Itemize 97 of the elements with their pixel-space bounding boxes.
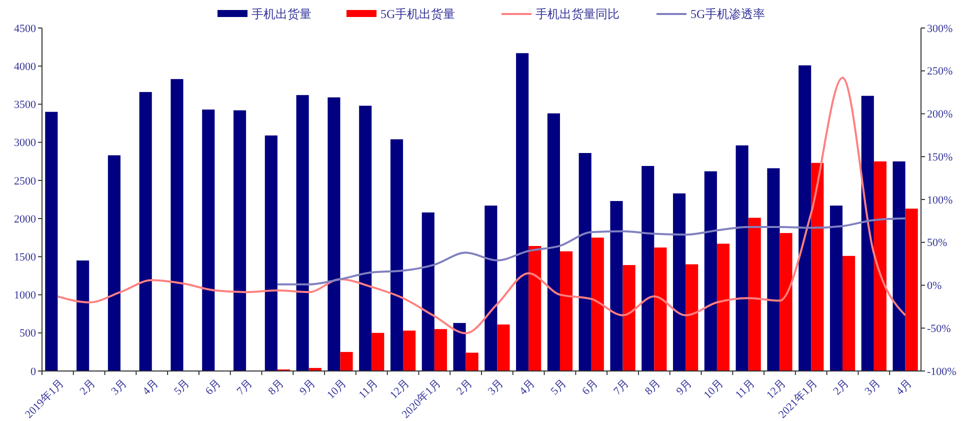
bar — [874, 161, 886, 371]
bar — [340, 352, 353, 371]
y-tick-label: 4500 — [14, 22, 36, 35]
legend-label: 手机出货量同比 — [536, 7, 620, 22]
bar — [892, 161, 906, 371]
bar — [372, 332, 384, 371]
line-series — [56, 76, 906, 334]
bar — [45, 112, 58, 371]
y-tick-label: 500 — [20, 328, 36, 340]
x-tick-label: 4月 — [894, 377, 914, 398]
legend-label: 5G手机出货量 — [380, 7, 456, 22]
bar — [704, 171, 717, 371]
bar — [578, 153, 592, 371]
bar — [830, 206, 843, 371]
bar — [328, 97, 340, 371]
bar — [516, 53, 529, 371]
x-tick-label: 3月 — [486, 377, 506, 398]
x-tick-label: 9月 — [298, 377, 318, 398]
bar — [767, 168, 780, 371]
bar — [610, 201, 623, 371]
legend-label: 5G手机渗透率 — [690, 7, 766, 22]
y2-tick-label: 0% — [927, 280, 942, 292]
y-tick-label: 1000 — [14, 290, 36, 302]
bar — [390, 139, 404, 371]
x-tick-label: 10月 — [702, 377, 726, 402]
x-tick-label: 4月 — [517, 377, 538, 398]
x-tick-label: 3月 — [862, 377, 883, 398]
bar — [296, 95, 309, 371]
bar — [861, 96, 874, 371]
y2-tick-label: 200% — [927, 108, 953, 121]
x-tick-label: 11月 — [356, 377, 380, 402]
bar — [359, 106, 372, 371]
x-tick-label: 2月 — [831, 377, 852, 398]
y2-tick-label: 50% — [927, 237, 948, 250]
bar — [736, 145, 748, 371]
bar — [622, 265, 636, 371]
bar — [686, 264, 698, 371]
bar — [497, 324, 510, 371]
bar — [139, 92, 152, 371]
y-tick-label: 2000 — [14, 213, 36, 226]
y2-tick-label: 300% — [927, 22, 953, 35]
x-tick-label: 12月 — [388, 377, 412, 402]
bar — [716, 244, 730, 371]
y-tick-label: 4000 — [14, 60, 36, 73]
x-tick-label: 5月 — [548, 377, 569, 398]
x-tick-label: 7月 — [234, 377, 255, 398]
bar — [654, 248, 667, 371]
x-tick-label: 3月 — [109, 377, 130, 398]
y2-tick-label: -100% — [927, 366, 956, 378]
bar — [422, 212, 434, 371]
x-tick-label: 11月 — [733, 377, 758, 402]
bar — [170, 79, 184, 371]
x-tick-label: 8月 — [642, 377, 664, 398]
bar — [528, 246, 542, 371]
bar — [76, 260, 90, 371]
x-tick-label: 7月 — [611, 377, 632, 398]
bar — [591, 238, 604, 371]
y-tick-label: 1500 — [14, 252, 36, 264]
bar — [748, 218, 761, 371]
bar — [434, 329, 447, 371]
x-tick-label: 4月 — [140, 377, 161, 398]
x-tick-label: 2月 — [454, 377, 475, 398]
x-tick-label: 10月 — [325, 377, 350, 402]
x-tick-label: 6月 — [203, 377, 224, 398]
bar — [811, 162, 824, 371]
y2-tick-label: -50% — [927, 322, 951, 335]
bar — [202, 110, 215, 371]
x-tick-label: 8月 — [266, 377, 286, 398]
y-tick-label: 0 — [30, 366, 36, 378]
y2-tick-label: 100% — [927, 194, 953, 206]
y2-tick-label: 250% — [927, 66, 953, 78]
bar — [642, 166, 654, 371]
y-tick-label: 3000 — [14, 137, 36, 150]
bar — [453, 322, 466, 371]
y-tick-label: 3500 — [14, 99, 36, 112]
bar — [672, 193, 686, 371]
bar — [466, 352, 478, 371]
bar — [233, 110, 246, 371]
x-tick-label: 12月 — [764, 377, 789, 402]
line-series — [276, 217, 906, 286]
bar — [484, 206, 498, 371]
x-tick-label: 5月 — [172, 377, 192, 398]
bar — [842, 256, 856, 371]
y-tick-label: 2500 — [14, 175, 36, 188]
bar — [264, 135, 278, 371]
bar — [403, 330, 416, 371]
x-tick-label: 6月 — [580, 377, 600, 398]
x-tick-label: 9月 — [674, 377, 694, 398]
bar — [560, 251, 573, 371]
bar — [108, 155, 120, 371]
y2-tick-label: 150% — [927, 151, 953, 164]
bar — [905, 208, 918, 371]
legend-label: 手机出货量 — [252, 7, 312, 22]
bar — [547, 113, 560, 371]
x-tick-label: 2月 — [78, 377, 98, 398]
bar — [798, 65, 812, 371]
bar — [780, 233, 792, 371]
